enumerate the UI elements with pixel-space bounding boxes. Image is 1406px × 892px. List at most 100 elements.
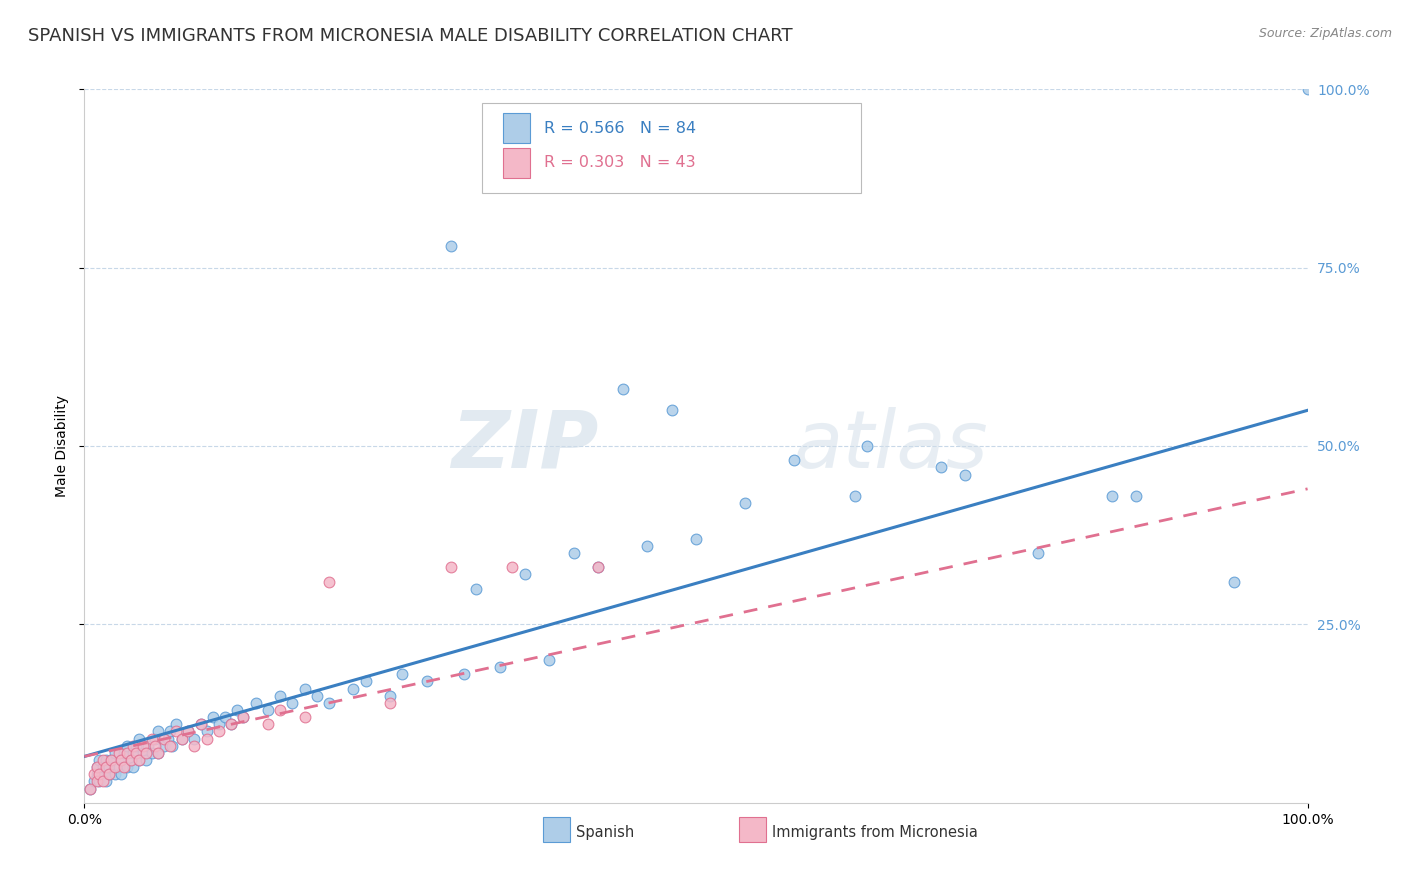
Point — [183, 739, 205, 753]
Point — [132, 746, 155, 760]
Point — [953, 467, 976, 482]
Point — [195, 731, 218, 746]
Point — [128, 731, 150, 746]
Point — [172, 731, 194, 746]
FancyBboxPatch shape — [503, 148, 530, 178]
Point — [165, 717, 187, 731]
Text: ZIP: ZIP — [451, 407, 598, 485]
Point — [1223, 574, 1246, 589]
Point — [83, 774, 105, 789]
Point — [208, 717, 231, 731]
Point — [97, 767, 120, 781]
Point — [96, 774, 118, 789]
Point — [87, 767, 110, 781]
Point — [79, 781, 101, 796]
Point — [489, 660, 512, 674]
Point — [612, 382, 634, 396]
Point — [110, 767, 132, 781]
Point — [354, 674, 377, 689]
Point — [1028, 546, 1050, 560]
Point — [87, 774, 110, 789]
Point — [97, 767, 120, 781]
Point — [294, 681, 316, 696]
Text: Spanish: Spanish — [576, 825, 634, 840]
Point — [91, 767, 114, 781]
Point — [91, 774, 114, 789]
Point — [86, 767, 108, 781]
Point — [112, 746, 135, 760]
Point — [86, 760, 108, 774]
Point — [143, 731, 166, 746]
Text: R = 0.566   N = 84: R = 0.566 N = 84 — [544, 121, 696, 136]
Point — [1101, 489, 1123, 503]
Point — [104, 767, 127, 781]
Point — [208, 724, 231, 739]
Point — [120, 753, 142, 767]
Point — [115, 746, 138, 760]
Point — [115, 739, 138, 753]
Point — [562, 546, 585, 560]
Point — [1125, 489, 1147, 503]
Point — [318, 574, 340, 589]
Point — [453, 667, 475, 681]
FancyBboxPatch shape — [738, 817, 766, 842]
Point — [136, 739, 159, 753]
Point — [156, 731, 179, 746]
Point — [83, 767, 105, 781]
Point — [190, 717, 212, 731]
Point — [146, 724, 169, 739]
Point — [104, 746, 127, 760]
Point — [125, 746, 148, 760]
Point — [107, 760, 129, 774]
Point — [269, 703, 291, 717]
Point — [97, 760, 120, 774]
Point — [125, 739, 148, 753]
Point — [219, 717, 242, 731]
Point — [86, 760, 108, 774]
Point — [636, 539, 658, 553]
Point — [257, 703, 280, 717]
Point — [104, 760, 127, 774]
Point — [120, 753, 142, 767]
Point — [141, 746, 163, 760]
Point — [122, 760, 145, 774]
Point — [318, 696, 340, 710]
Point — [112, 760, 135, 774]
Point — [100, 753, 122, 767]
Point — [856, 439, 879, 453]
Point — [135, 753, 157, 767]
Point — [201, 710, 224, 724]
FancyBboxPatch shape — [503, 113, 530, 144]
Point — [380, 696, 402, 710]
Point — [172, 731, 194, 746]
Point — [232, 710, 254, 724]
Text: atlas: atlas — [794, 407, 988, 485]
Point — [159, 724, 181, 739]
Point — [464, 582, 486, 596]
Point — [122, 739, 145, 753]
Point — [107, 746, 129, 760]
Point — [416, 674, 439, 689]
Point — [146, 746, 169, 760]
Point — [219, 717, 242, 731]
Point — [661, 403, 683, 417]
Point — [165, 724, 187, 739]
Point — [195, 724, 218, 739]
Point — [783, 453, 806, 467]
Text: Source: ZipAtlas.com: Source: ZipAtlas.com — [1258, 27, 1392, 40]
Point — [159, 739, 181, 753]
Point — [502, 560, 524, 574]
Point — [440, 560, 463, 574]
Point — [1296, 82, 1319, 96]
Point — [177, 724, 200, 739]
Point — [380, 689, 402, 703]
Point — [177, 724, 200, 739]
Point — [685, 532, 707, 546]
Point — [96, 753, 118, 767]
Point — [162, 739, 184, 753]
Text: R = 0.303   N = 43: R = 0.303 N = 43 — [544, 155, 696, 170]
Point — [245, 696, 267, 710]
Point — [586, 560, 609, 574]
Point — [513, 567, 536, 582]
Point — [183, 731, 205, 746]
